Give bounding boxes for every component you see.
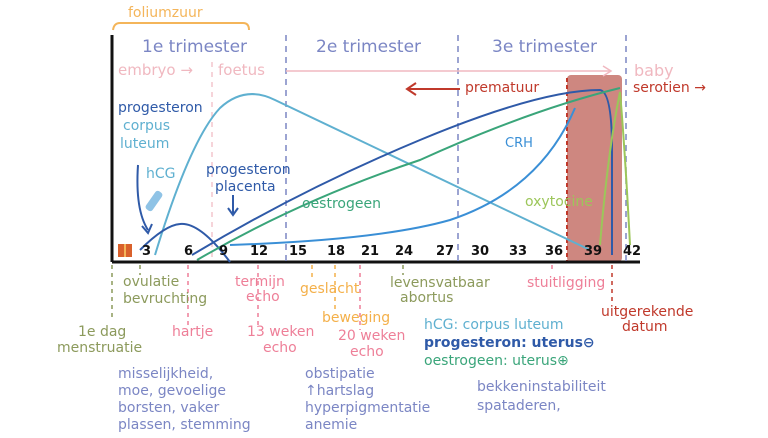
symptom-t2-2: ↑hartslag [305,383,375,399]
week-18: 18 [327,244,346,259]
week-30: 30 [471,244,490,259]
week-3: 3 [142,244,152,259]
event-beweging: beweging [322,310,391,326]
baby-label: baby [634,61,674,80]
symptom-t3-2: spataderen, [477,398,561,414]
oxytocine-curve [599,91,631,246]
serotien-label: serotien → [633,80,706,96]
week-27: 27 [436,244,455,259]
week-6: 6 [184,244,194,259]
event-uitgerekende: uitgerekende [601,304,694,320]
event-eerste-dag: 1e dag [78,324,127,340]
legend-hcg: hCG: corpus luteum [424,317,564,333]
event-20-weken-echo: echo [350,344,384,360]
hcg-curve [154,93,591,256]
symptom-t1-4: plassen, stemming [118,417,251,433]
prog-placenta-label-1: progesteron [206,162,291,178]
trimester-2-label: 2e trimester [316,37,422,57]
crh-label: CRH [505,136,533,151]
foetus-label: foetus [218,61,265,79]
symptom-t2-4: anemie [305,417,358,433]
week-12: 12 [250,244,269,259]
trimester-1-label: 1e trimester [142,37,248,57]
term-band [567,75,622,262]
event-datum: datum [622,319,668,335]
event-stuitligging: stuitligging [527,275,606,291]
week-33: 33 [509,244,528,259]
prog-corpus-label-2: corpus [123,118,171,134]
symptom-t1-1: misselijkheid, [118,366,214,382]
symptom-t2-1: obstipatie [305,366,375,382]
event-menstruatie: menstruatie [57,340,143,356]
event-abortus: abortus [400,290,454,306]
prog-corpus-label-3: luteum [120,136,170,152]
legend-oestrogeen: oestrogeen: uterus⊕ [424,353,569,369]
event-termijn: termijn [235,274,285,290]
oxytocine-label: oxytocine [525,194,593,210]
legend-progesteron: progesteron: uterus⊖ [424,335,595,351]
pregnancy-test-icon [145,190,163,212]
symptom-t1-3: borsten, vaker [118,400,220,416]
foliumzuur-label: foliumzuur [128,5,203,21]
trimester-3-label: 3e trimester [492,37,598,57]
prog-corpus-curve [139,222,231,263]
event-termijn-echo: echo [246,289,280,305]
symptom-t3-1: bekkeninstabiliteit [477,379,606,395]
symptom-t2-3: hyperpigmentatie [305,400,431,416]
prog-placenta-curve [191,88,613,256]
event-20-weken: 20 weken [338,328,406,344]
prematuur-label: prematuur [465,80,540,96]
crh-curve [229,107,576,246]
week-15: 15 [289,244,308,259]
event-geslacht: geslacht [300,281,360,297]
week-24: 24 [395,244,414,259]
embryo-label: embryo → [118,61,193,79]
event-13-weken: 13 weken [247,324,315,340]
event-hartje: hartje [172,324,214,340]
week-42: 42 [623,244,642,259]
week-21: 21 [361,244,380,259]
week-39: 39 [584,244,603,259]
event-bevruchting: bevruchting [123,291,208,307]
event-ovulatie: ovulatie [123,274,180,290]
oestrogeen-label: oestrogeen [302,196,381,212]
event-levensvatbaar: levensvatbaar [390,275,490,291]
week-36: 36 [545,244,564,259]
hcg-label: hCG [146,166,176,182]
week-9: 9 [219,244,229,259]
event-13-weken-echo: echo [263,340,297,356]
symptom-t1-2: moe, gevoelige [118,383,226,399]
prog-corpus-label-1: progesteron [118,100,203,116]
oestrogeen-curve [196,87,621,261]
foliumzuur-bracket [112,22,250,31]
prog-placenta-label-2: placenta [215,179,276,195]
